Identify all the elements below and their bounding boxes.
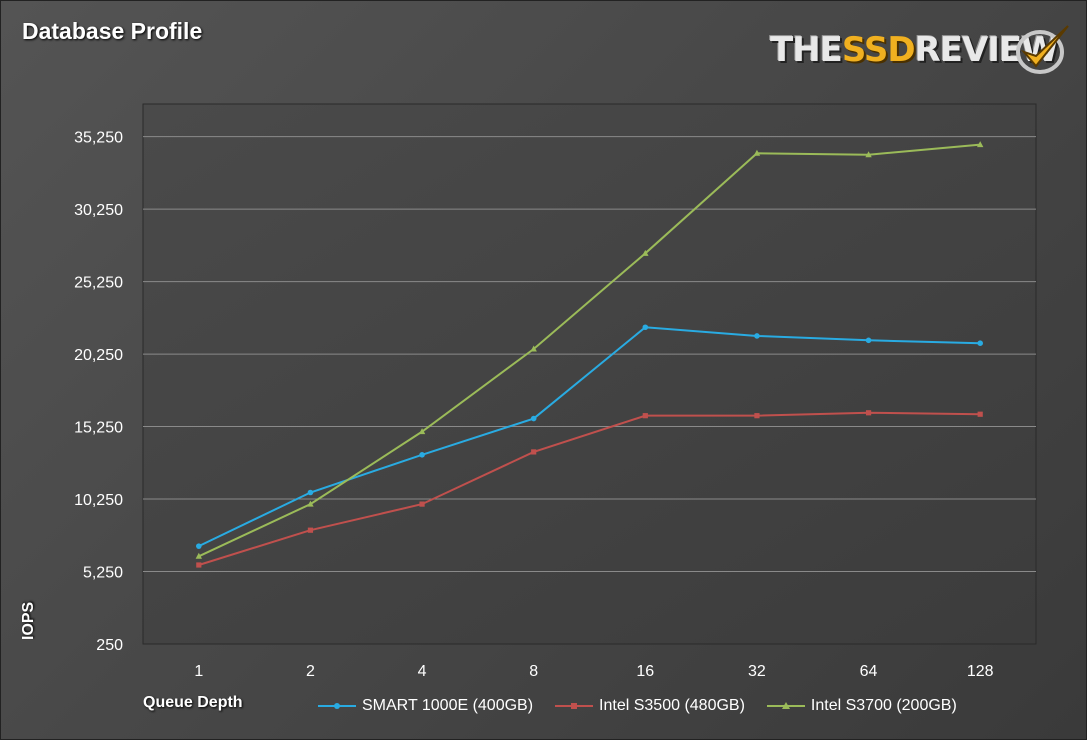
x-tick-label: 2: [306, 663, 315, 680]
data-point: [754, 413, 760, 419]
data-point: [531, 449, 537, 455]
legend-item-smart-1000e: SMART 1000E (400GB): [318, 697, 533, 715]
series-lines: [195, 141, 984, 568]
x-axis-title: Queue Depth: [143, 694, 243, 711]
data-point: [865, 337, 872, 344]
data-point: [307, 500, 314, 507]
x-tick-label: 1: [194, 663, 203, 680]
site-logo: THESSDREVIEW: [770, 22, 1070, 76]
data-point: [642, 249, 649, 256]
legend-swatch-smart-1000e: [318, 703, 356, 709]
data-point: [642, 413, 648, 419]
data-point: [418, 428, 426, 435]
y-tick-label: 10,250: [74, 492, 123, 509]
y-tick-label: 20,250: [74, 347, 123, 364]
logo-text-accent: SSD: [841, 30, 916, 70]
x-tick-label: 128: [967, 663, 994, 680]
data-point: [307, 527, 314, 533]
y-tick-label: 35,250: [74, 130, 123, 147]
gridlines: [143, 136, 1036, 573]
y-tick-label: 30,250: [74, 202, 123, 219]
series-line-2: [198, 143, 981, 558]
series-line-1: [198, 411, 981, 566]
legend-label-intel-s3700: Intel S3700 (200GB): [810, 697, 957, 714]
series-line-0: [198, 326, 981, 548]
legend-item-intel-s3500: Intel S3500 (480GB): [555, 697, 745, 715]
legend-label-smart-1000e: SMART 1000E (400GB): [362, 697, 534, 714]
data-point: [530, 415, 537, 422]
x-tick-label: 16: [636, 663, 654, 680]
data-point: [642, 324, 649, 331]
data-point: [754, 333, 760, 339]
data-point: [977, 411, 983, 417]
data-point: [195, 552, 203, 559]
logo-text-pre: THE: [770, 30, 843, 70]
y-tick-label: 250: [96, 637, 123, 654]
data-point: [419, 501, 425, 507]
y-tick-label: 25,250: [74, 275, 123, 292]
x-tick-label: 8: [529, 663, 538, 680]
y-axis-title: IOPS: [20, 601, 37, 640]
legend: SMART 1000E (400GB) Intel S3500 (480GB) …: [318, 694, 957, 718]
legend-swatch-intel-s3700: [766, 702, 805, 709]
legend-label-intel-s3500: Intel S3500 (480GB): [599, 697, 745, 714]
data-point: [976, 141, 984, 148]
x-axis-ticks: 1 2 4 8 16 32 64 128: [194, 663, 993, 680]
checkmark-icon: [1016, 25, 1069, 74]
data-point: [419, 452, 425, 458]
x-tick-label: 32: [748, 663, 766, 680]
data-point: [865, 410, 872, 416]
x-tick-label: 4: [418, 663, 427, 680]
x-tick-label: 64: [860, 663, 878, 680]
y-tick-label: 15,250: [74, 420, 123, 437]
legend-swatch-intel-s3500: [555, 703, 594, 709]
legend-item-intel-s3700: Intel S3700 (200GB): [766, 697, 957, 715]
chart-title: Database Profile: [22, 18, 203, 44]
data-point: [977, 340, 983, 346]
data-point: [196, 562, 202, 568]
data-point: [307, 489, 314, 496]
data-point: [865, 151, 872, 158]
y-axis-ticks: 250 5,250 10,250 15,250 20,250 25,250 30,250 35…: [74, 130, 123, 654]
data-point: [753, 149, 761, 156]
data-point: [530, 345, 537, 352]
y-tick-label: 5,250: [83, 565, 123, 582]
data-point: [196, 543, 202, 549]
